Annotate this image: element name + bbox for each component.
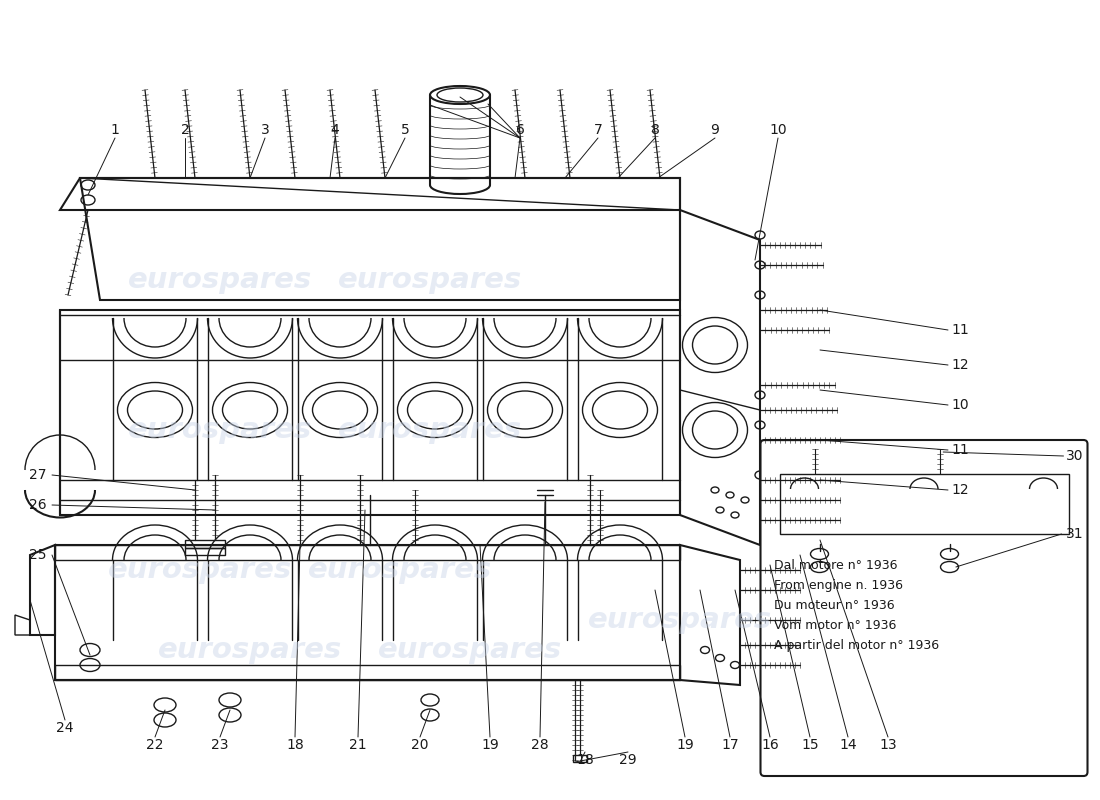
Text: eurospares: eurospares [308,556,492,584]
Text: 20: 20 [411,738,429,752]
Text: 21: 21 [349,738,366,752]
Text: 31: 31 [1066,527,1083,541]
Text: 4: 4 [331,123,340,137]
Text: 24: 24 [56,721,74,735]
Text: 18: 18 [286,738,304,752]
Text: eurospares: eurospares [158,636,342,664]
Text: 30: 30 [1066,449,1083,463]
Text: Vom motor n° 1936: Vom motor n° 1936 [774,619,896,632]
Text: eurospares: eurospares [587,606,772,634]
Text: 17: 17 [722,738,739,752]
Text: eurospares: eurospares [338,266,522,294]
Text: 16: 16 [761,738,779,752]
Text: eurospares: eurospares [128,266,312,294]
Text: 11: 11 [952,323,969,337]
Text: 27: 27 [30,468,46,482]
Text: 25: 25 [30,548,46,562]
Text: 12: 12 [952,358,969,372]
Text: 10: 10 [952,398,969,412]
Text: 18: 18 [576,753,594,767]
Text: 14: 14 [839,738,857,752]
Text: 19: 19 [481,738,499,752]
Text: 5: 5 [400,123,409,137]
Text: 3: 3 [261,123,270,137]
FancyBboxPatch shape [760,440,1088,776]
Text: 13: 13 [879,738,896,752]
Text: 11: 11 [952,443,969,457]
Text: 12: 12 [952,483,969,497]
Text: 10: 10 [769,123,786,137]
Text: 8: 8 [650,123,659,137]
Text: 2: 2 [180,123,189,137]
Text: 26: 26 [30,498,47,512]
Text: Dal motore n° 1936: Dal motore n° 1936 [774,559,898,572]
Text: 19: 19 [676,738,694,752]
Text: eurospares: eurospares [378,636,562,664]
Text: From engine n. 1936: From engine n. 1936 [774,579,903,592]
Text: 15: 15 [801,738,818,752]
Text: eurospares: eurospares [108,556,293,584]
Text: 22: 22 [146,738,164,752]
Text: A partir del motor n° 1936: A partir del motor n° 1936 [774,639,939,652]
Text: 7: 7 [594,123,603,137]
Text: eurospares: eurospares [338,416,522,444]
Text: eurospares: eurospares [128,416,312,444]
Text: 23: 23 [211,738,229,752]
Text: 6: 6 [516,123,525,137]
Text: 29: 29 [619,753,637,767]
Text: Du moteur n° 1936: Du moteur n° 1936 [774,599,895,612]
Text: 28: 28 [531,738,549,752]
Text: 1: 1 [111,123,120,137]
Text: 9: 9 [711,123,719,137]
